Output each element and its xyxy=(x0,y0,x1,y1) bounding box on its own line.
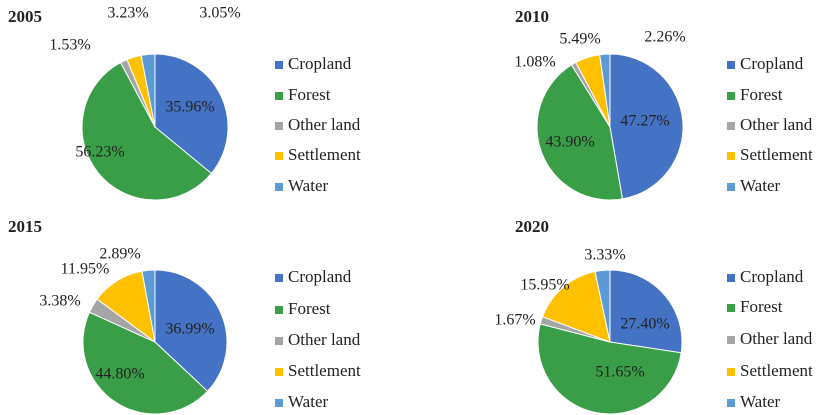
legend-label: Forest xyxy=(740,85,783,104)
legend-swatch xyxy=(275,337,283,345)
chart-title: 2015 xyxy=(8,217,42,236)
legend-swatch xyxy=(275,122,283,130)
data-label: 3.05% xyxy=(199,5,240,22)
legend-label: Water xyxy=(740,176,780,195)
data-label: 27.40% xyxy=(620,316,669,333)
chart-title: 2010 xyxy=(515,7,549,26)
legend-label: Other land xyxy=(740,115,813,134)
pie-slice xyxy=(154,53,229,175)
data-label: 56.23% xyxy=(75,144,124,161)
legend-label: Other land xyxy=(740,329,813,348)
data-label: 2.26% xyxy=(644,29,685,46)
pie-slice xyxy=(609,269,683,354)
legend-label: Water xyxy=(288,176,328,195)
legend-swatch xyxy=(275,92,283,100)
data-label: 3.33% xyxy=(584,247,625,264)
chart-title: 2005 xyxy=(8,7,42,26)
legend-label: Settlement xyxy=(288,361,361,380)
data-label: 35.96% xyxy=(165,99,214,116)
legend-label: Forest xyxy=(740,297,783,316)
data-label: 51.65% xyxy=(595,364,644,381)
legend-swatch xyxy=(275,399,283,407)
legend-label: Other land xyxy=(288,330,361,349)
data-label: 1.67% xyxy=(494,312,535,329)
data-label: 15.95% xyxy=(520,277,569,294)
legend-swatch xyxy=(727,152,735,160)
legend-swatch xyxy=(727,61,735,69)
legend-swatch xyxy=(727,368,735,376)
data-label: 47.27% xyxy=(620,113,669,130)
pie-slice xyxy=(609,53,684,200)
data-label: 2.89% xyxy=(99,246,140,263)
legend-swatch xyxy=(727,274,735,282)
legend-swatch xyxy=(727,399,735,407)
legend-label: Settlement xyxy=(740,361,813,380)
pie-slice xyxy=(154,269,228,392)
pie-slice xyxy=(541,270,611,343)
pie-slice xyxy=(594,269,611,343)
legend-swatch xyxy=(727,183,735,191)
data-label: 11.95% xyxy=(61,261,110,278)
legend-label: Water xyxy=(288,392,328,411)
legend-label: Water xyxy=(740,392,780,411)
legend-label: Forest xyxy=(288,299,331,318)
legend-label: Cropland xyxy=(740,267,804,286)
legend-swatch xyxy=(727,92,735,100)
legend-label: Other land xyxy=(288,115,361,134)
data-label: 5.49% xyxy=(559,31,600,48)
legend-label: Cropland xyxy=(288,267,352,286)
legend-label: Cropland xyxy=(740,54,804,73)
legend-swatch xyxy=(727,336,735,344)
pie-slice xyxy=(81,61,213,201)
legend-label: Settlement xyxy=(288,145,361,164)
data-label: 1.53% xyxy=(49,37,90,54)
legend-label: Forest xyxy=(288,85,331,104)
legend-swatch xyxy=(275,61,283,69)
legend-label: Settlement xyxy=(740,145,813,164)
data-label: 1.08% xyxy=(514,54,555,71)
legend-swatch xyxy=(275,368,283,376)
legend-swatch xyxy=(275,306,283,314)
legend-swatch xyxy=(727,122,735,130)
data-label: 3.23% xyxy=(107,5,148,22)
data-label: 44.80% xyxy=(95,366,144,383)
pie-slice xyxy=(599,53,611,128)
data-label: 3.38% xyxy=(39,293,80,310)
chart-title: 2020 xyxy=(515,217,549,236)
legend-swatch xyxy=(727,304,735,312)
legend-swatch xyxy=(275,274,283,282)
pie-slice xyxy=(141,269,156,343)
legend-label: Cropland xyxy=(288,54,352,73)
data-label: 36.99% xyxy=(165,321,214,338)
pie-slice xyxy=(140,53,156,128)
pie-slice xyxy=(536,64,624,201)
legend-swatch xyxy=(275,152,283,160)
legend-swatch xyxy=(275,183,283,191)
pie-slice xyxy=(82,311,209,415)
pie-slice xyxy=(537,323,682,415)
data-label: 43.90% xyxy=(545,134,594,151)
